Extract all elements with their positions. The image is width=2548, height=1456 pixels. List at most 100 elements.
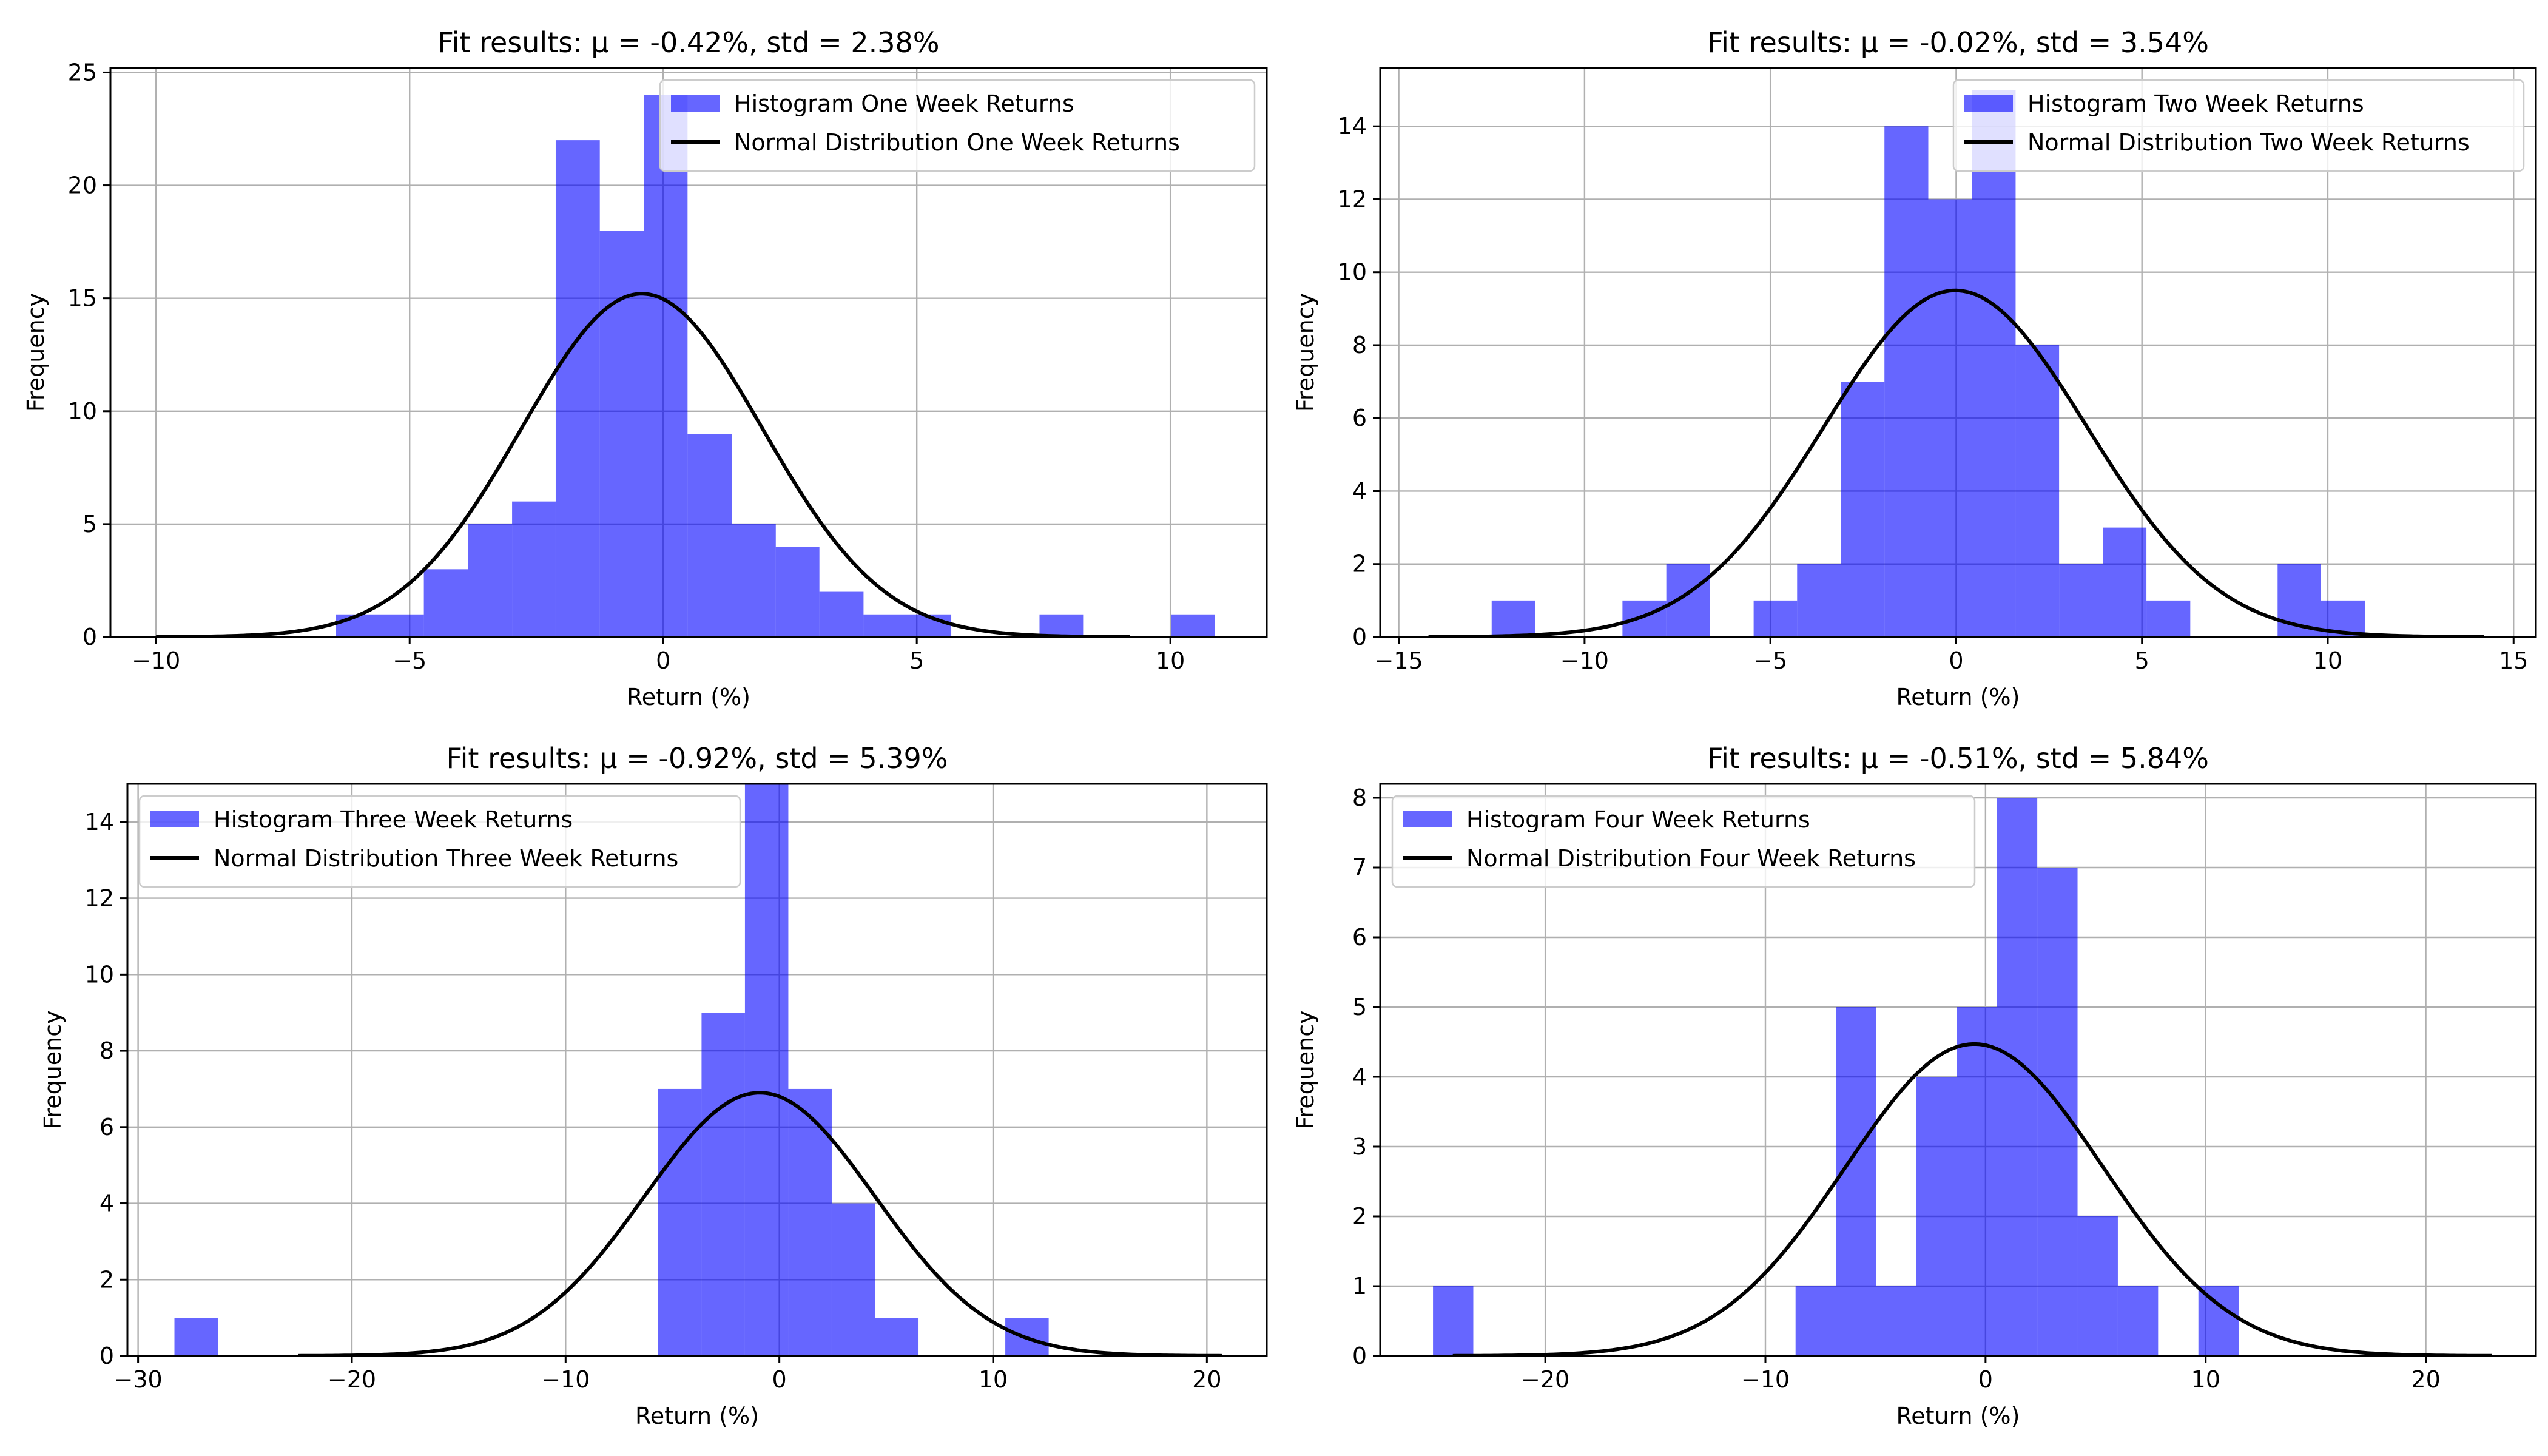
subplot-title: Fit results: μ = -0.92%, std = 5.39% [447, 742, 948, 775]
histogram-bar [1433, 1286, 1474, 1356]
histogram-bar [1876, 1286, 1916, 1356]
y-tick-label: 8 [1352, 332, 1367, 359]
histogram-bar [468, 524, 513, 637]
y-tick-label: 10 [68, 398, 97, 425]
histogram-bar [788, 1088, 832, 1356]
histogram-bar [1797, 564, 1841, 637]
y-axis-label: Frequency [1292, 1010, 1319, 1129]
histogram-bar [687, 434, 732, 637]
x-tick-label: 10 [2191, 1366, 2220, 1393]
legend: Histogram One Week Returns Normal Distrib… [659, 79, 1256, 172]
y-tick-label: 4 [99, 1190, 114, 1217]
y-tick-label: 5 [83, 511, 97, 538]
histogram-bar [1622, 600, 1667, 637]
legend-histogram-swatch [1403, 811, 1452, 827]
y-tick-label: 12 [85, 885, 114, 912]
histogram-bar [819, 592, 864, 637]
histogram-bar [2037, 868, 2078, 1356]
legend-box [1391, 795, 1976, 888]
axes-frame [109, 67, 1268, 638]
legend-histogram-label: Histogram One Week Returns [734, 90, 1074, 117]
x-tick-label: 15 [2499, 647, 2528, 674]
y-axis-label: Frequency [39, 1010, 66, 1129]
y-tick-label: 7 [1352, 854, 1367, 881]
y-tick-label: 4 [1352, 477, 1367, 504]
histogram-bars [174, 784, 1049, 1356]
histogram-bar [1972, 90, 2016, 637]
histogram-bar [1836, 1007, 1876, 1356]
x-axis-label: Return (%) [627, 684, 750, 710]
x-tick-label: −5 [393, 647, 426, 674]
histogram-bar [1491, 600, 1535, 637]
x-tick-label: −10 [1741, 1366, 1790, 1393]
legend-box [1952, 79, 2525, 172]
x-tick-label: −5 [1753, 647, 1787, 674]
histogram-bars [1491, 90, 2365, 637]
subplot-title: Fit results: μ = -0.42%, std = 2.38% [438, 26, 940, 59]
histogram-bar [1039, 614, 1084, 637]
x-tick-label: 10 [2313, 647, 2342, 674]
histogram-bar [555, 140, 600, 637]
legend-histogram-swatch [150, 811, 199, 827]
legend-box [659, 79, 1256, 172]
y-axis-label: Frequency [1292, 293, 1319, 412]
histogram-bar [775, 547, 820, 637]
y-axis-label: Frequency [22, 293, 49, 412]
histogram-bar [2077, 1216, 2118, 1356]
histogram-bar [701, 1013, 745, 1356]
x-tick-label: 0 [1978, 1366, 1993, 1393]
histogram-bar [2198, 1286, 2239, 1356]
histogram-bar [2015, 345, 2060, 637]
y-tick-label: 0 [1352, 1343, 1367, 1369]
histogram-bar [1171, 614, 1215, 637]
axes-frame [126, 783, 1268, 1357]
x-tick-label: 20 [2411, 1366, 2440, 1393]
legend-box [138, 795, 741, 888]
y-tick-label: 5 [1352, 994, 1367, 1020]
y-tick-label: 20 [68, 172, 97, 199]
legend-histogram-label: Histogram Two Week Returns [2027, 90, 2364, 117]
legend: Histogram Two Week Returns Normal Distrib… [1952, 79, 2525, 172]
y-tick-label: 14 [1338, 113, 1367, 140]
y-tick-label: 6 [1352, 924, 1367, 951]
subplot-2: −15 −10 −5 0 5 10 15 0 2 4 6 8 10 12 14 Return (%) Frequ… [1292, 26, 2537, 710]
histogram-bar [1795, 1286, 1836, 1356]
histogram-bar [863, 614, 908, 637]
x-tick-label: −30 [114, 1366, 163, 1393]
y-tick-label: 14 [85, 809, 114, 835]
legend-fit-label: Normal Distribution Three Week Returns [214, 845, 678, 872]
histogram-bar [1916, 1077, 1957, 1356]
histogram-bar [1841, 382, 1885, 637]
y-tick-label: 3 [1352, 1133, 1367, 1160]
x-axis-label: Return (%) [1896, 1403, 2020, 1429]
histogram-bar [1997, 798, 2038, 1356]
histogram-bar [831, 1203, 875, 1356]
y-tick-label: 10 [85, 961, 114, 988]
y-tick-label: 12 [1338, 186, 1367, 212]
x-tick-label: −10 [132, 647, 180, 674]
histogram-bar [1753, 600, 1798, 637]
normal-fit-line [156, 292, 1130, 637]
x-tick-label: −10 [541, 1366, 590, 1393]
y-tick-label: 1 [1352, 1273, 1367, 1299]
legend-histogram-label: Histogram Four Week Returns [1466, 806, 1810, 833]
histogram-bar [1884, 126, 1929, 637]
x-tick-label: 5 [909, 647, 924, 674]
x-axis-label: Return (%) [635, 1403, 759, 1429]
y-tick-label: 0 [1352, 624, 1367, 650]
y-tick-label: 10 [1338, 259, 1367, 286]
axes-frame [1379, 67, 2537, 638]
histogram-bar [512, 501, 556, 637]
y-tick-label: 25 [68, 59, 97, 86]
legend: Histogram Three Week Returns Normal Distr… [138, 795, 741, 888]
y-tick-label: 2 [1352, 551, 1367, 578]
histogram-bar [644, 95, 688, 637]
histogram-bar [2059, 564, 2103, 637]
x-tick-label: 0 [1949, 647, 1963, 674]
y-tick-label: 6 [99, 1114, 114, 1141]
histogram-bar [380, 614, 424, 637]
histogram-bar [423, 569, 468, 637]
x-tick-label: −20 [328, 1366, 376, 1393]
legend-histogram-label: Histogram Three Week Returns [214, 806, 573, 833]
